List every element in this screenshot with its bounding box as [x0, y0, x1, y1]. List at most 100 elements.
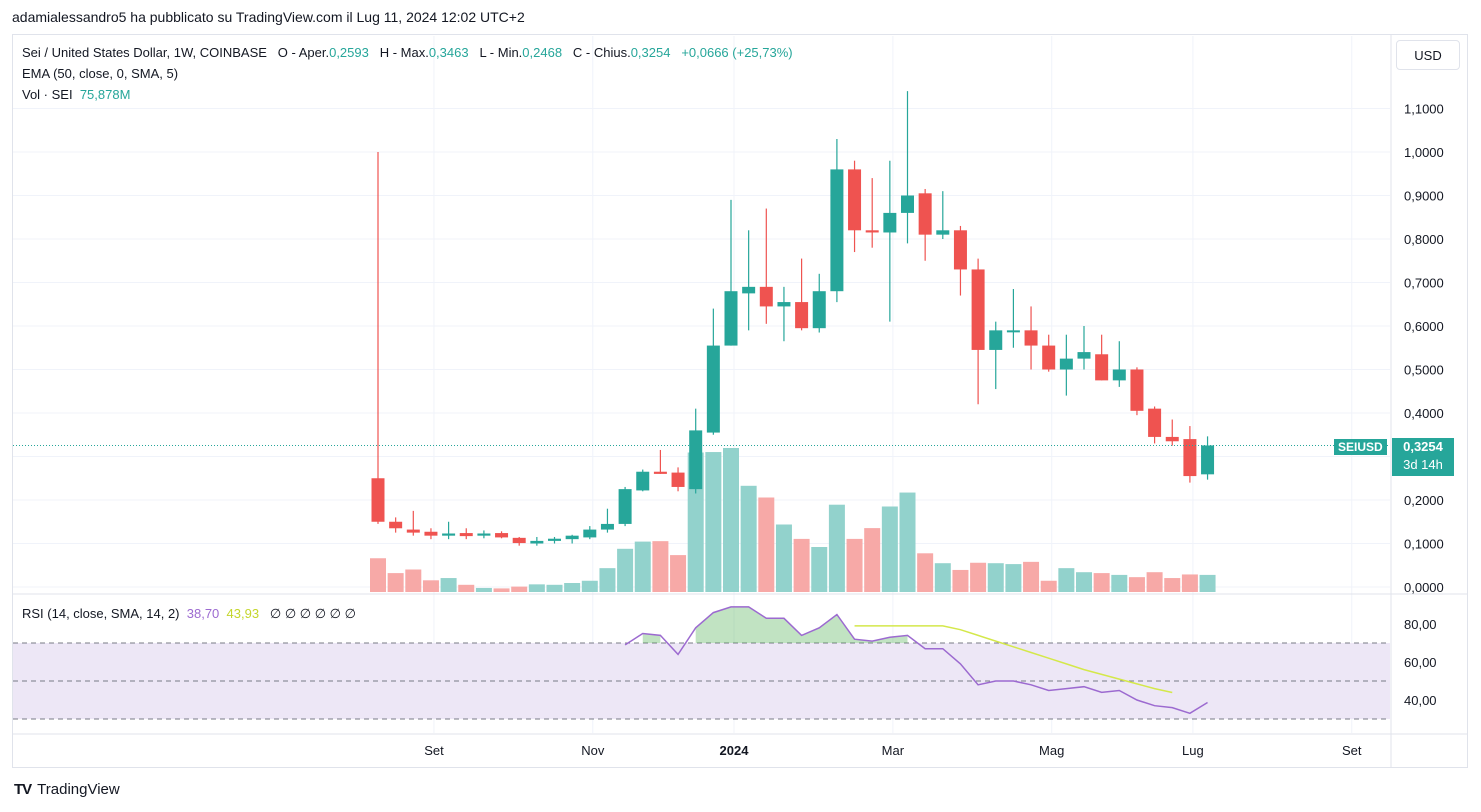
candle-body: [530, 540, 544, 544]
volume-bar: [846, 538, 863, 592]
high-value: 0,3463: [428, 45, 469, 60]
currency-button[interactable]: USD: [1396, 40, 1460, 70]
rsi-value: 38,70: [186, 606, 220, 621]
last-price-value: 0,3254: [1403, 439, 1443, 454]
candle-body: [618, 489, 632, 524]
volume-bar: [793, 538, 810, 592]
volume-bar: [1076, 572, 1092, 592]
volume-bar: [634, 541, 651, 592]
volume-bar: [1128, 577, 1145, 592]
volume-bar: [475, 587, 492, 592]
volume-bar: [458, 584, 475, 592]
rsi-line: [624, 606, 1208, 715]
time-axis-tick: 2024: [720, 743, 750, 758]
open-label: O - Aper.: [277, 45, 330, 60]
volume-bar: [546, 584, 563, 592]
time-axis-tick: Set: [1342, 743, 1362, 758]
rsi-ma-value: 43,93: [226, 606, 260, 621]
candle-body: [1201, 445, 1215, 475]
volume-bar: [1023, 561, 1040, 592]
candle-body: [883, 212, 897, 233]
candle-body: [1024, 330, 1038, 346]
price-axis-tick: 1,1000: [1404, 102, 1444, 117]
low-value: 0,2468: [522, 45, 563, 60]
volume-bar: [1199, 574, 1216, 592]
bar-countdown: 3d 14h: [1403, 457, 1443, 472]
candle-body: [971, 269, 985, 350]
volume-bar: [899, 492, 916, 592]
volume-bar: [1093, 573, 1110, 592]
candle-body: [865, 230, 879, 233]
close-label: C - Chius.: [572, 45, 631, 60]
volume-bar: [1111, 574, 1128, 592]
candle-body: [512, 537, 526, 544]
candle-body: [477, 533, 491, 536]
time-axis-tick: Set: [424, 743, 444, 758]
volume-bar: [881, 506, 898, 592]
footer-brand-label: TradingView: [37, 781, 120, 798]
volume-bar: [1040, 580, 1057, 592]
price-axis-tick: 0,7000: [1404, 276, 1444, 291]
volume-bar: [1005, 564, 1022, 592]
candle-body: [1042, 345, 1056, 370]
change-value: +0,0666 (+25,73%): [681, 45, 793, 60]
volume-bar: [705, 452, 722, 592]
price-axis-tick: 0,2000: [1404, 493, 1444, 508]
symbol-price-label: SEIUSD: [1334, 439, 1387, 455]
ema-legend[interactable]: EMA (50, close, 0, SMA, 5): [22, 66, 178, 81]
symbol-title: Sei / United States Dollar, 1W, COINBASE: [22, 45, 267, 60]
candle-body: [918, 193, 932, 235]
volume-bar: [422, 580, 439, 592]
candle-body: [936, 230, 950, 235]
volume-bar: [811, 547, 828, 592]
volume-bar: [970, 562, 987, 592]
volume-bar: [1146, 572, 1163, 592]
price-axis-tick: 0,6000: [1404, 319, 1444, 334]
volume-bar: [1181, 574, 1198, 592]
volume-bar: [1058, 568, 1075, 592]
price-axis-tick: 0,4000: [1404, 406, 1444, 421]
rsi-label: RSI (14, close, SMA, 14, 2): [22, 606, 180, 621]
rsi-empty-values: ∅ ∅ ∅ ∅ ∅ ∅: [269, 606, 356, 621]
candle-body: [901, 195, 914, 213]
candle-body: [1095, 354, 1109, 381]
price-axis-tick: 0,8000: [1404, 232, 1444, 247]
volume-bar: [528, 584, 545, 592]
high-label: H - Max.: [379, 45, 429, 60]
volume-bar: [1164, 578, 1181, 592]
price-axis-tick: 0,9000: [1404, 189, 1444, 204]
candle-body: [1130, 369, 1144, 411]
volume-bar: [370, 558, 386, 592]
price-axis-tick: 0,0000: [1404, 580, 1444, 595]
candle-body: [1148, 408, 1162, 437]
volume-bar: [758, 497, 775, 592]
candle-body: [459, 533, 473, 537]
volume-bar: [440, 578, 457, 592]
candle-body: [671, 472, 685, 487]
low-label: L - Min.: [479, 45, 523, 60]
volume-bar: [670, 555, 687, 592]
volume-bar: [934, 563, 951, 592]
volume-bar: [511, 586, 528, 592]
rsi-axis-tick: 40,00: [1404, 693, 1437, 708]
volume-legend[interactable]: Vol · SEI 75,878M: [22, 87, 130, 102]
price-axis-tick: 0,1000: [1404, 537, 1444, 552]
candle-body: [1165, 436, 1179, 442]
volume-bar: [828, 504, 845, 592]
rsi-overbought-fill: [695, 606, 908, 643]
candle-body: [1006, 330, 1020, 333]
candle-body: [1183, 439, 1197, 477]
price-axis-tick: 1,0000: [1404, 145, 1444, 160]
footer-brand[interactable]: TV TradingView: [14, 781, 120, 798]
candle-body: [759, 286, 773, 307]
candle-body: [389, 521, 403, 529]
candle-body: [583, 529, 597, 538]
candle-body: [848, 169, 862, 231]
ema-label: EMA (50, close, 0, SMA, 5): [22, 66, 179, 81]
candle-body: [724, 291, 738, 346]
rsi-axis-tick: 80,00: [1404, 617, 1437, 632]
price-axis-tick: 0,5000: [1404, 363, 1444, 378]
rsi-legend[interactable]: RSI (14, close, SMA, 14, 2) 38,70 43,93 …: [22, 606, 356, 622]
candle-body: [953, 230, 967, 270]
